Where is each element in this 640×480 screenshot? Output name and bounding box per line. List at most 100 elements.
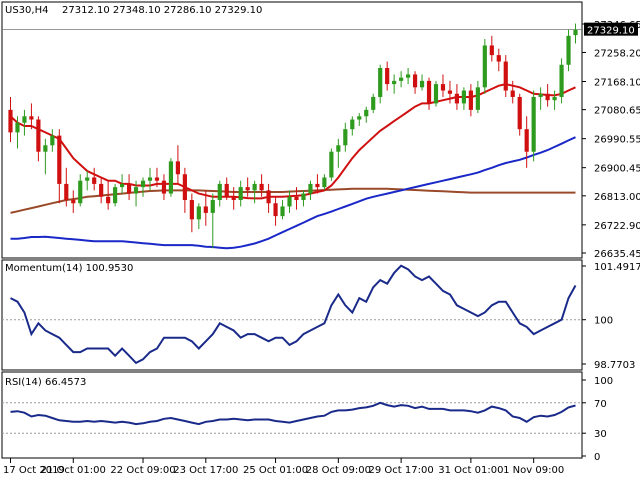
- ma-fast-line: [9, 83, 576, 200]
- candle-body: [524, 129, 529, 152]
- panel-frames: [1, 1, 583, 459]
- candle-body: [120, 183, 125, 188]
- candle-body: [203, 206, 208, 213]
- rsi-tick-label: 70: [594, 399, 607, 410]
- momentum-tick-label: 101.4917: [594, 262, 640, 273]
- candle-body: [566, 35, 571, 65]
- rsi-line: [10, 401, 576, 426]
- rsi-label: RSI(14) 66.4573: [5, 377, 86, 388]
- rsi-tick-label: 100: [594, 376, 613, 387]
- price-tick-label: 27258.20: [594, 48, 640, 59]
- moving-averages: [9, 83, 576, 250]
- price-tick-label: 26635.45: [594, 249, 640, 260]
- candle-body: [147, 177, 153, 181]
- candle-body: [217, 183, 222, 201]
- candle-body: [99, 183, 104, 197]
- candle-body: [447, 90, 453, 94]
- time-tick-label: 31 Oct 01:00: [438, 465, 503, 476]
- candle-body: [266, 190, 271, 204]
- time-tick-label: 23 Oct 17:00: [173, 465, 238, 476]
- candle-body: [43, 145, 48, 152]
- candlesticks: [8, 23, 578, 249]
- candle-body: [322, 177, 327, 188]
- candle-body: [385, 68, 390, 85]
- time-tick-label: 29 Oct 17:00: [369, 465, 434, 476]
- candle-body: [259, 183, 264, 191]
- candle-body: [15, 122, 20, 133]
- candle-body: [294, 196, 299, 201]
- candle-body: [196, 206, 201, 220]
- candle-body: [106, 196, 111, 204]
- rsi-panel: [2, 401, 582, 434]
- time-tick-label: 28 Oct 09:00: [306, 465, 371, 476]
- price-tick-label: 26813.00: [594, 192, 640, 203]
- candle-body: [399, 77, 404, 81]
- candle-body: [175, 161, 180, 175]
- momentum-tick-label: 100: [594, 316, 613, 327]
- candle-body: [252, 183, 257, 191]
- candle-body: [301, 193, 306, 201]
- candle-body: [273, 203, 278, 217]
- candle-body: [517, 96, 522, 130]
- candle-body: [224, 183, 229, 197]
- candle-body: [489, 45, 494, 56]
- candle-body: [133, 187, 139, 194]
- momentum-line: [10, 264, 577, 365]
- candle-body: [552, 96, 557, 101]
- panel-frame: [1, 1, 583, 259]
- candle-body: [161, 180, 167, 194]
- candle-body: [329, 151, 334, 178]
- candle-body: [315, 183, 320, 188]
- candle-body: [545, 93, 550, 101]
- candle-body: [392, 80, 397, 85]
- price-tick-label: 27168.10: [594, 77, 640, 88]
- candle-body: [50, 135, 55, 146]
- ma-mid-line: [10, 136, 576, 250]
- panel-frame: [1, 259, 583, 371]
- candle-body: [71, 200, 76, 204]
- candle-body: [92, 177, 97, 184]
- candle-body: [280, 206, 285, 217]
- axes-labels: 27346.6527258.2027168.1027080.6526990.55…: [3, 20, 640, 476]
- time-tick-label: 1 Nov 09:00: [503, 465, 564, 476]
- candle-body: [287, 196, 292, 207]
- candle-body: [85, 177, 90, 181]
- candle-body: [419, 80, 425, 88]
- candle-body: [8, 109, 13, 133]
- candle-body: [64, 183, 69, 201]
- momentum-tick-label: 98.7703: [594, 360, 635, 371]
- momentum-label: Momentum(14) 100.9530: [5, 263, 133, 274]
- candle-body: [371, 96, 376, 110]
- candle-body: [475, 87, 480, 110]
- current-price-badge: [584, 22, 638, 36]
- candle-body: [538, 93, 543, 97]
- candle-body: [308, 183, 313, 194]
- price-tick-label: 26900.45: [594, 164, 640, 175]
- candle-body: [468, 90, 473, 110]
- candle-body: [573, 29, 578, 36]
- candle-body: [510, 90, 515, 97]
- candle-body: [140, 180, 146, 188]
- time-tick-label: 25 Oct 01:00: [243, 465, 308, 476]
- price-tick-label: 26722.90: [594, 221, 640, 232]
- candle-body: [231, 196, 236, 201]
- ohlc-readout: 27312.10 27348.10 27286.10 27329.10: [62, 5, 262, 16]
- candle-body: [126, 183, 132, 194]
- candle-body: [154, 177, 160, 181]
- candle-body: [364, 109, 369, 117]
- ma-slow-line: [10, 187, 576, 214]
- candle-body: [36, 119, 41, 152]
- candle-body: [440, 84, 446, 91]
- candle-body: [482, 45, 487, 88]
- candle-body: [238, 187, 243, 201]
- candle-body: [113, 187, 118, 204]
- candle-body: [29, 116, 34, 120]
- candle-body: [503, 61, 508, 91]
- panel-frame: [1, 371, 583, 459]
- candle-body: [182, 174, 187, 201]
- time-tick-label: 21 Oct 01:00: [41, 465, 106, 476]
- candle-body: [350, 119, 355, 130]
- rsi-tick-label: 0: [594, 452, 600, 463]
- candle-body: [433, 84, 439, 104]
